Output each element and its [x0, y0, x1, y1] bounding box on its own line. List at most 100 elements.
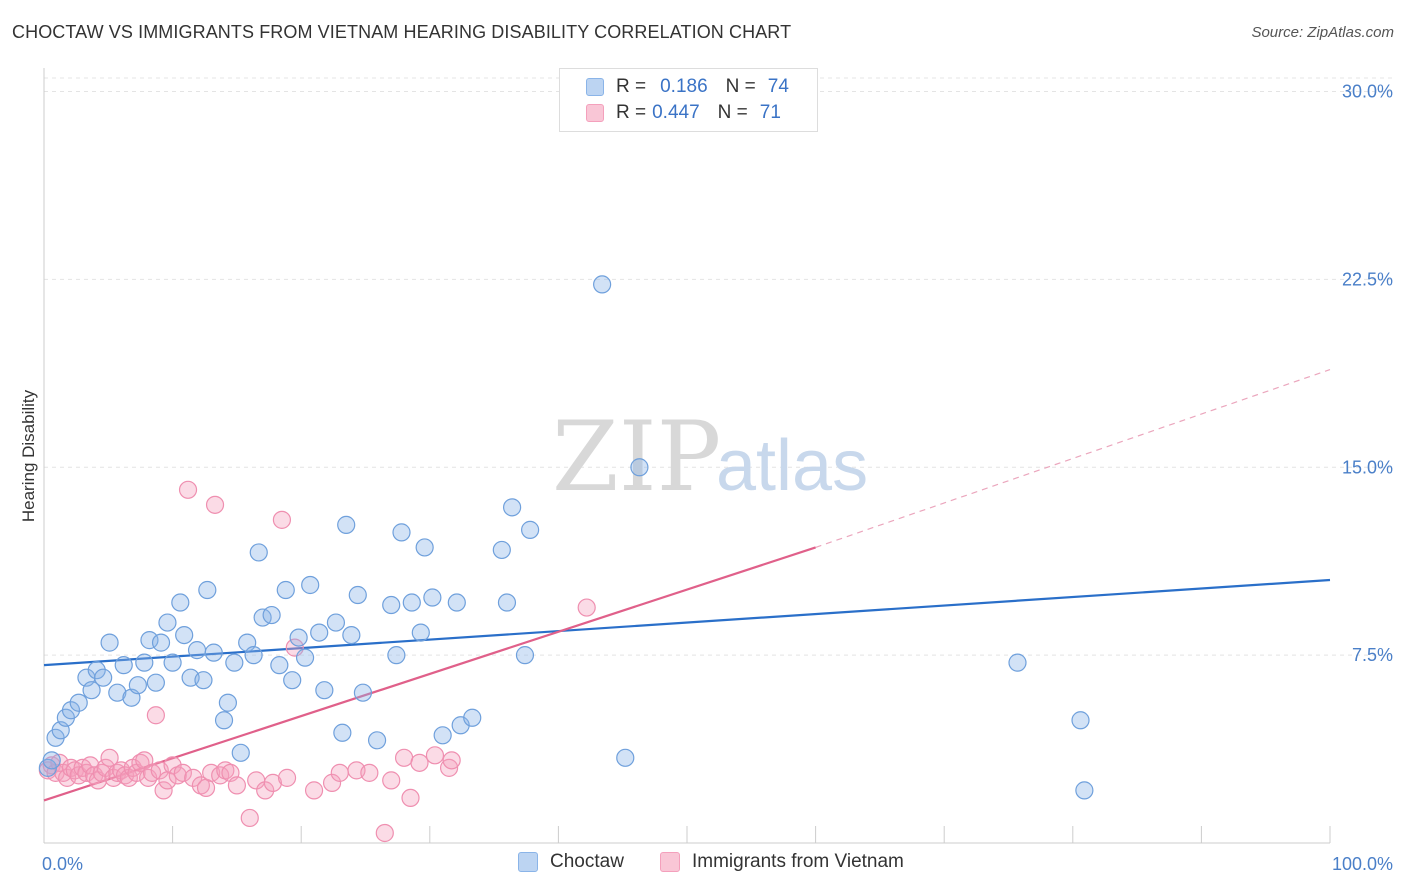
legend-label-choctaw: Choctaw — [550, 851, 624, 872]
point-choctaw — [94, 668, 113, 687]
correlation-legend: R = 0.186 N = 74 R = 0.447 N = 71 — [559, 68, 818, 132]
point-choctaw — [326, 613, 346, 632]
point-vietnam — [394, 748, 414, 767]
point-vietnam — [191, 776, 210, 795]
legend-item-vietnam[interactable]: Immigrants from Vietnam — [660, 851, 904, 873]
legend-row-vietnam: R = 0.447 N = 71 — [586, 100, 781, 126]
point-choctaw — [348, 585, 367, 605]
y-tick-label: 7.5% — [1352, 645, 1393, 665]
trend-line-vietnam — [43, 546, 816, 802]
point-choctaw — [423, 588, 442, 607]
point-vietnam — [163, 756, 182, 775]
legend-r-value: 0.447 — [652, 102, 700, 123]
point-choctaw — [87, 661, 106, 680]
point-choctaw — [353, 683, 373, 702]
legend-row-choctaw: R = 0.186 N = 74 — [586, 74, 789, 100]
point-choctaw — [497, 593, 517, 612]
point-choctaw — [337, 515, 356, 534]
x-tick-label: 100.0% — [1332, 854, 1393, 874]
point-choctaw — [463, 708, 482, 727]
point-vietnam — [322, 773, 342, 792]
point-vietnam — [168, 766, 187, 785]
point-vietnam — [577, 598, 596, 617]
legend-r-label: R = — [616, 102, 647, 123]
trend-line-vietnam-extension — [815, 369, 1331, 548]
point-choctaw — [315, 681, 334, 700]
y-tick-label: 30.0% — [1342, 82, 1393, 102]
legend-r-label: R = — [616, 76, 647, 97]
point-choctaw — [503, 498, 522, 517]
point-choctaw — [392, 523, 411, 542]
trend-line-choctaw — [43, 578, 1331, 667]
axes — [43, 68, 1331, 844]
legend-r-value: 0.186 — [660, 76, 708, 97]
point-choctaw — [342, 625, 361, 645]
point-choctaw — [214, 711, 234, 730]
point-choctaw — [231, 743, 250, 762]
point-choctaw — [204, 643, 223, 662]
point-choctaw — [387, 646, 406, 665]
point-choctaw — [171, 593, 190, 612]
series-choctaw-points — [38, 275, 1094, 800]
point-vietnam — [184, 768, 203, 787]
watermark-atlas: atlas — [716, 426, 868, 506]
watermark-zip: ZIP — [552, 401, 721, 513]
chart-title: CHOCTAW VS IMMIGRANTS FROM VIETNAM HEARI… — [12, 22, 792, 42]
point-choctaw — [198, 580, 217, 600]
point-choctaw — [218, 693, 237, 712]
point-choctaw — [301, 575, 320, 595]
point-choctaw — [521, 520, 540, 539]
legend-n-value: 71 — [759, 102, 781, 123]
point-vietnam — [410, 753, 429, 772]
point-choctaw — [1008, 653, 1027, 672]
legend-n-value: 74 — [767, 76, 789, 97]
point-choctaw — [61, 701, 81, 720]
point-vietnam — [196, 778, 216, 797]
point-vietnam — [375, 823, 394, 843]
point-choctaw — [295, 648, 315, 667]
point-choctaw — [175, 625, 194, 645]
watermark: ZIP atlas — [552, 401, 868, 513]
point-vietnam — [263, 773, 283, 792]
y-tick-label: 22.5% — [1342, 269, 1393, 289]
x-tick-label: 0.0% — [42, 854, 83, 874]
point-choctaw — [225, 653, 244, 672]
point-choctaw — [69, 693, 88, 712]
point-vietnam — [240, 808, 259, 828]
source-credit: Source: ZipAtlas.com — [1251, 24, 1394, 41]
point-vietnam — [425, 746, 445, 765]
point-vietnam — [100, 748, 119, 767]
point-choctaw — [108, 683, 127, 702]
point-choctaw — [244, 646, 263, 665]
legend-swatch-choctaw — [518, 852, 538, 872]
point-choctaw — [135, 653, 154, 672]
point-vietnam — [272, 510, 292, 529]
trend-lines — [43, 369, 1331, 802]
y-tick-label: 15.0% — [1342, 457, 1393, 477]
point-choctaw — [1075, 781, 1094, 800]
point-choctaw — [415, 538, 434, 557]
point-vietnam — [227, 776, 246, 795]
point-choctaw — [140, 631, 159, 650]
point-vietnam — [401, 788, 420, 808]
point-choctaw — [283, 671, 302, 690]
point-vietnam — [382, 771, 401, 790]
point-choctaw — [433, 726, 452, 745]
legend-item-choctaw[interactable]: Choctaw — [518, 851, 624, 873]
point-choctaw — [630, 458, 649, 477]
point-choctaw — [270, 656, 289, 675]
point-choctaw — [100, 633, 119, 652]
point-choctaw — [310, 623, 329, 642]
point-vietnam — [154, 781, 173, 800]
point-choctaw — [194, 671, 213, 690]
point-choctaw — [515, 646, 535, 665]
point-vietnam — [96, 758, 115, 777]
point-choctaw — [1071, 711, 1090, 730]
point-choctaw — [593, 275, 612, 294]
point-choctaw — [367, 731, 387, 750]
point-choctaw — [492, 540, 511, 560]
point-choctaw — [276, 580, 295, 600]
point-choctaw — [114, 656, 133, 675]
point-vietnam — [216, 761, 235, 780]
point-choctaw — [249, 543, 268, 562]
